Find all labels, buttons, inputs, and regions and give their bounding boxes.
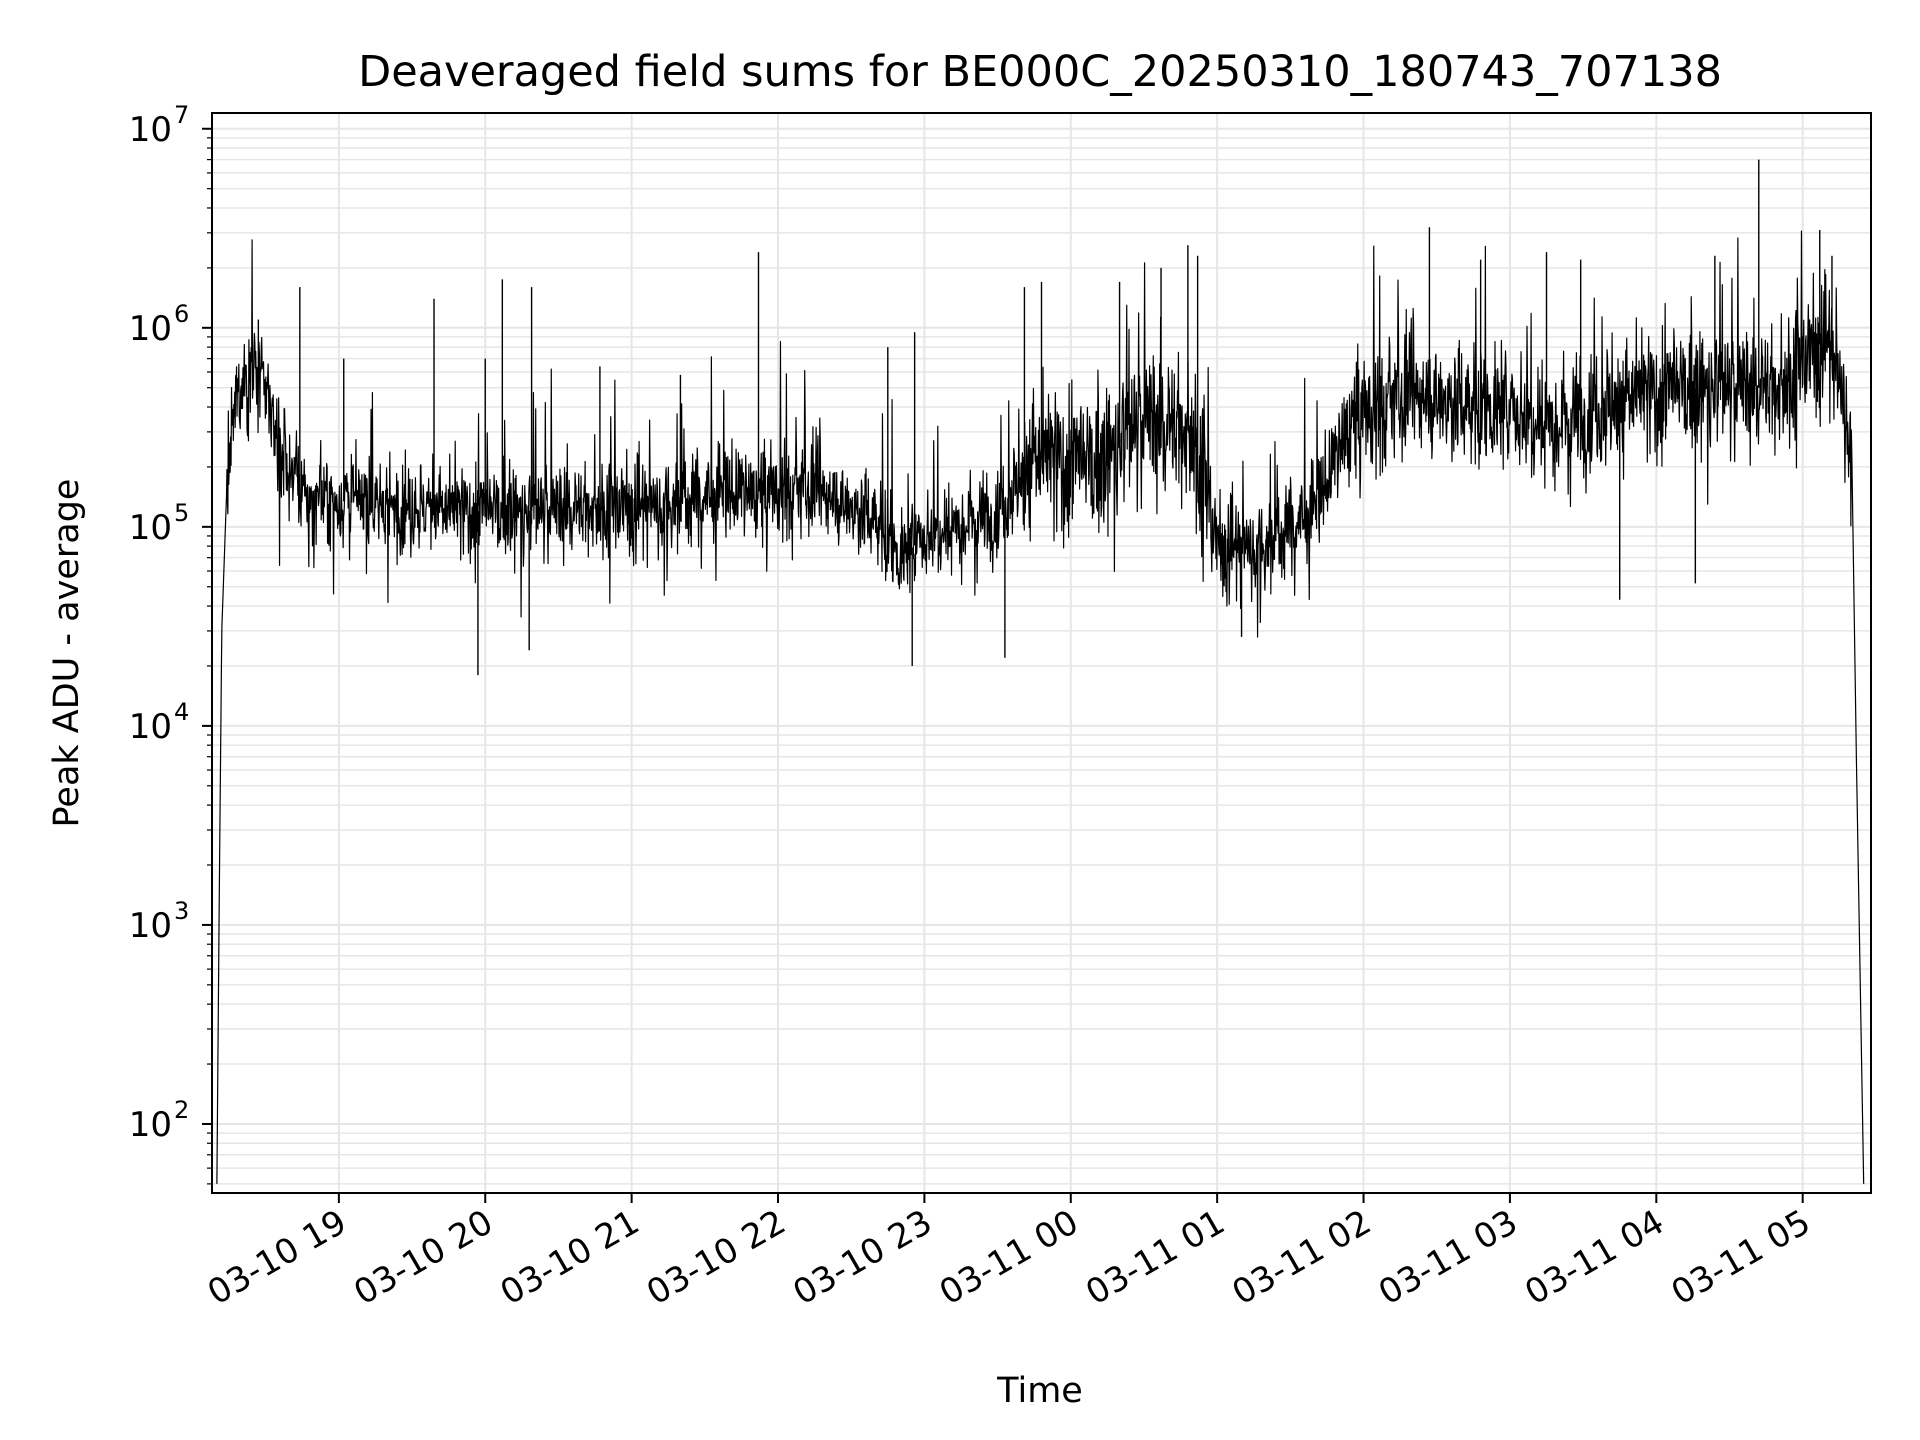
y-tick-label: 10 bbox=[129, 707, 172, 747]
series-line bbox=[216, 230, 1865, 1184]
series-layer bbox=[216, 159, 1865, 1184]
y-axis-label: Peak ADU - average bbox=[47, 479, 87, 828]
y-tick-label: 10 bbox=[129, 508, 172, 548]
y-tick-exponent: 5 bbox=[174, 499, 189, 527]
plot-frame bbox=[211, 112, 1872, 1194]
x-axis-label: Time bbox=[996, 1371, 1083, 1411]
y-tick-label: 10 bbox=[129, 110, 172, 150]
y-tick-exponent: 4 bbox=[174, 698, 189, 726]
y-tick-exponent: 2 bbox=[174, 1096, 189, 1124]
y-tick-label: 10 bbox=[129, 1105, 172, 1145]
y-tick-label: 10 bbox=[129, 906, 172, 946]
y-tick-exponent: 6 bbox=[174, 300, 189, 328]
y-tick-label: 10 bbox=[129, 309, 172, 349]
y-tick-exponent: 3 bbox=[174, 897, 189, 925]
y-tick-exponent: 7 bbox=[174, 101, 189, 129]
chart-title: Deaveraged field sums for BE000C_2025031… bbox=[358, 47, 1722, 97]
